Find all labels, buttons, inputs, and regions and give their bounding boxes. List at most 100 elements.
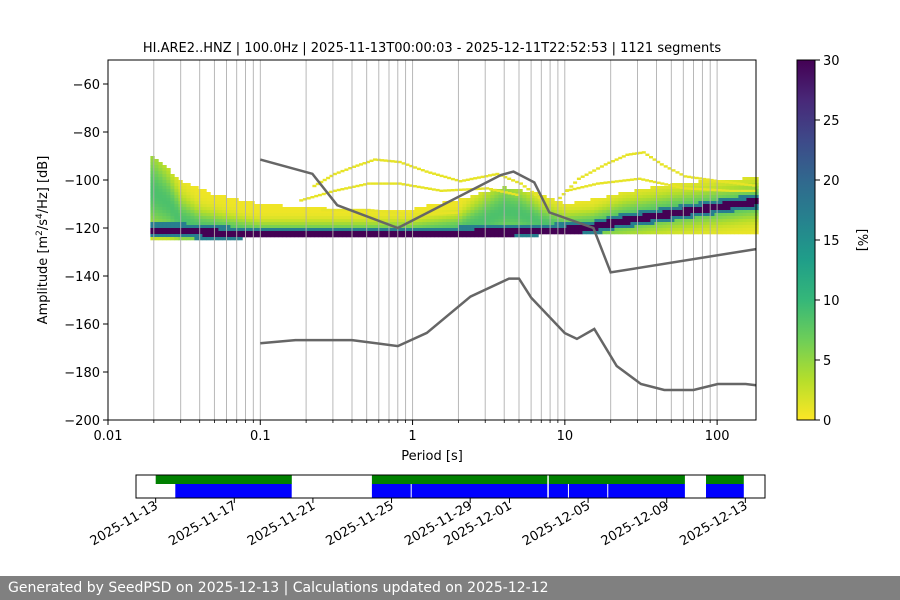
heatmap-cell: [618, 198, 623, 202]
heatmap-cell: [206, 207, 211, 211]
heatmap-cell: [734, 207, 739, 211]
heatmap-cell: [270, 225, 275, 229]
heatmap-sparse-cell: [576, 177, 581, 180]
heatmap-cell: [158, 192, 163, 196]
heatmap-cell: [582, 213, 587, 217]
heatmap-cell: [622, 210, 627, 214]
heatmap-sparse-cell: [496, 189, 501, 192]
heatmap-cell: [710, 213, 715, 217]
heatmap-cell: [186, 183, 191, 187]
heatmap-cell: [730, 195, 735, 199]
heatmap-cell: [478, 207, 483, 211]
heatmap-sparse-cell: [328, 208, 333, 212]
heatmap-cell: [490, 201, 495, 205]
heatmap-cell: [338, 231, 343, 235]
heatmap-cell: [310, 219, 315, 223]
heatmap-cell: [190, 210, 195, 214]
heatmap-cell: [158, 189, 163, 193]
heatmap-sparse-cell: [390, 160, 395, 163]
heatmap-cell: [602, 210, 607, 214]
heatmap-cell: [466, 216, 471, 220]
heatmap-sparse-cell: [481, 187, 486, 190]
heatmap-cell: [650, 225, 655, 229]
heatmap-cell: [530, 207, 535, 211]
heatmap-cell: [382, 228, 387, 232]
heatmap-cell: [218, 204, 223, 208]
heatmap-cell: [694, 195, 699, 199]
heatmap-cell: [586, 201, 591, 205]
heatmap-sparse-cell: [447, 176, 452, 180]
heatmap-cell: [742, 207, 747, 211]
heatmap-cell: [678, 207, 683, 211]
heatmap-cell: [422, 207, 427, 211]
heatmap-cell: [646, 225, 651, 229]
heatmap-sparse-cell: [628, 153, 633, 156]
heatmap-cell: [522, 198, 527, 202]
heatmap-cell: [462, 198, 467, 202]
heatmap-cell: [154, 180, 159, 184]
heatmap-cell: [614, 222, 619, 226]
heatmap-sparse-cell: [386, 182, 391, 185]
heatmap-cell: [662, 204, 667, 208]
heatmap-cell: [734, 216, 739, 220]
heatmap-cell: [714, 216, 719, 220]
heatmap-cell: [674, 195, 679, 199]
heatmap-cell: [746, 213, 751, 217]
heatmap-cell: [298, 225, 303, 229]
heatmap-cell: [442, 225, 447, 229]
heatmap-cell: [682, 189, 687, 193]
heatmap-cell: [374, 225, 379, 229]
heatmap-sparse-cell: [336, 171, 341, 174]
heatmap-cell: [166, 231, 171, 235]
heatmap-cell: [742, 201, 747, 205]
heatmap-cell: [198, 195, 203, 199]
heatmap-sparse-cell: [332, 189, 337, 192]
heatmap-cell: [730, 210, 735, 214]
heatmap-cell: [690, 228, 695, 232]
heatmap-cell: [174, 219, 179, 223]
heatmap-cell: [150, 189, 155, 193]
heatmap-cell: [522, 222, 527, 226]
heatmap-cell: [158, 222, 163, 226]
heatmap-cell: [182, 225, 187, 229]
heatmap-cell: [358, 231, 363, 235]
heatmap-cell: [154, 216, 159, 220]
heatmap-cell: [254, 216, 259, 220]
heatmap-cell: [754, 177, 759, 181]
heatmap-cell: [198, 207, 203, 211]
heatmap-cell: [710, 210, 715, 214]
heatmap-cell: [754, 213, 759, 217]
heatmap-cell: [538, 198, 543, 202]
heatmap-sparse-cell: [458, 188, 463, 191]
heatmap-cell: [542, 213, 547, 217]
heatmap-cell: [194, 216, 199, 220]
heatmap-sparse-cell: [439, 174, 444, 178]
heatmap-cell: [210, 228, 215, 232]
heatmap-sparse-cell: [366, 160, 370, 164]
heatmap-cell: [482, 192, 487, 196]
heatmap-cell: [398, 231, 403, 235]
heatmap-cell: [250, 234, 255, 238]
heatmap-cell: [342, 213, 347, 217]
heatmap-cell: [350, 222, 355, 226]
heatmap-cell: [198, 237, 203, 241]
heatmap-cell: [474, 213, 479, 217]
heatmap-cell: [398, 216, 403, 220]
heatmap-cell: [298, 210, 303, 214]
heatmap-sparse-cell: [667, 167, 672, 170]
heatmap-sparse-cell: [326, 176, 331, 180]
heatmap-cell: [158, 183, 163, 187]
heatmap-sparse-cell: [409, 164, 414, 168]
heatmap-cell: [570, 216, 575, 220]
heatmap-sparse-cell: [385, 210, 390, 214]
heatmap-cell: [174, 210, 179, 214]
heatmap-cell: [558, 213, 563, 217]
heatmap-cell: [162, 180, 167, 184]
heatmap-cell: [442, 216, 447, 220]
heatmap-cell: [506, 210, 511, 214]
heatmap-cell: [638, 228, 643, 232]
heatmap-cell: [230, 228, 235, 232]
heatmap-cell: [590, 216, 595, 220]
heatmap-cell: [486, 210, 491, 214]
heatmap-cell: [430, 231, 435, 235]
